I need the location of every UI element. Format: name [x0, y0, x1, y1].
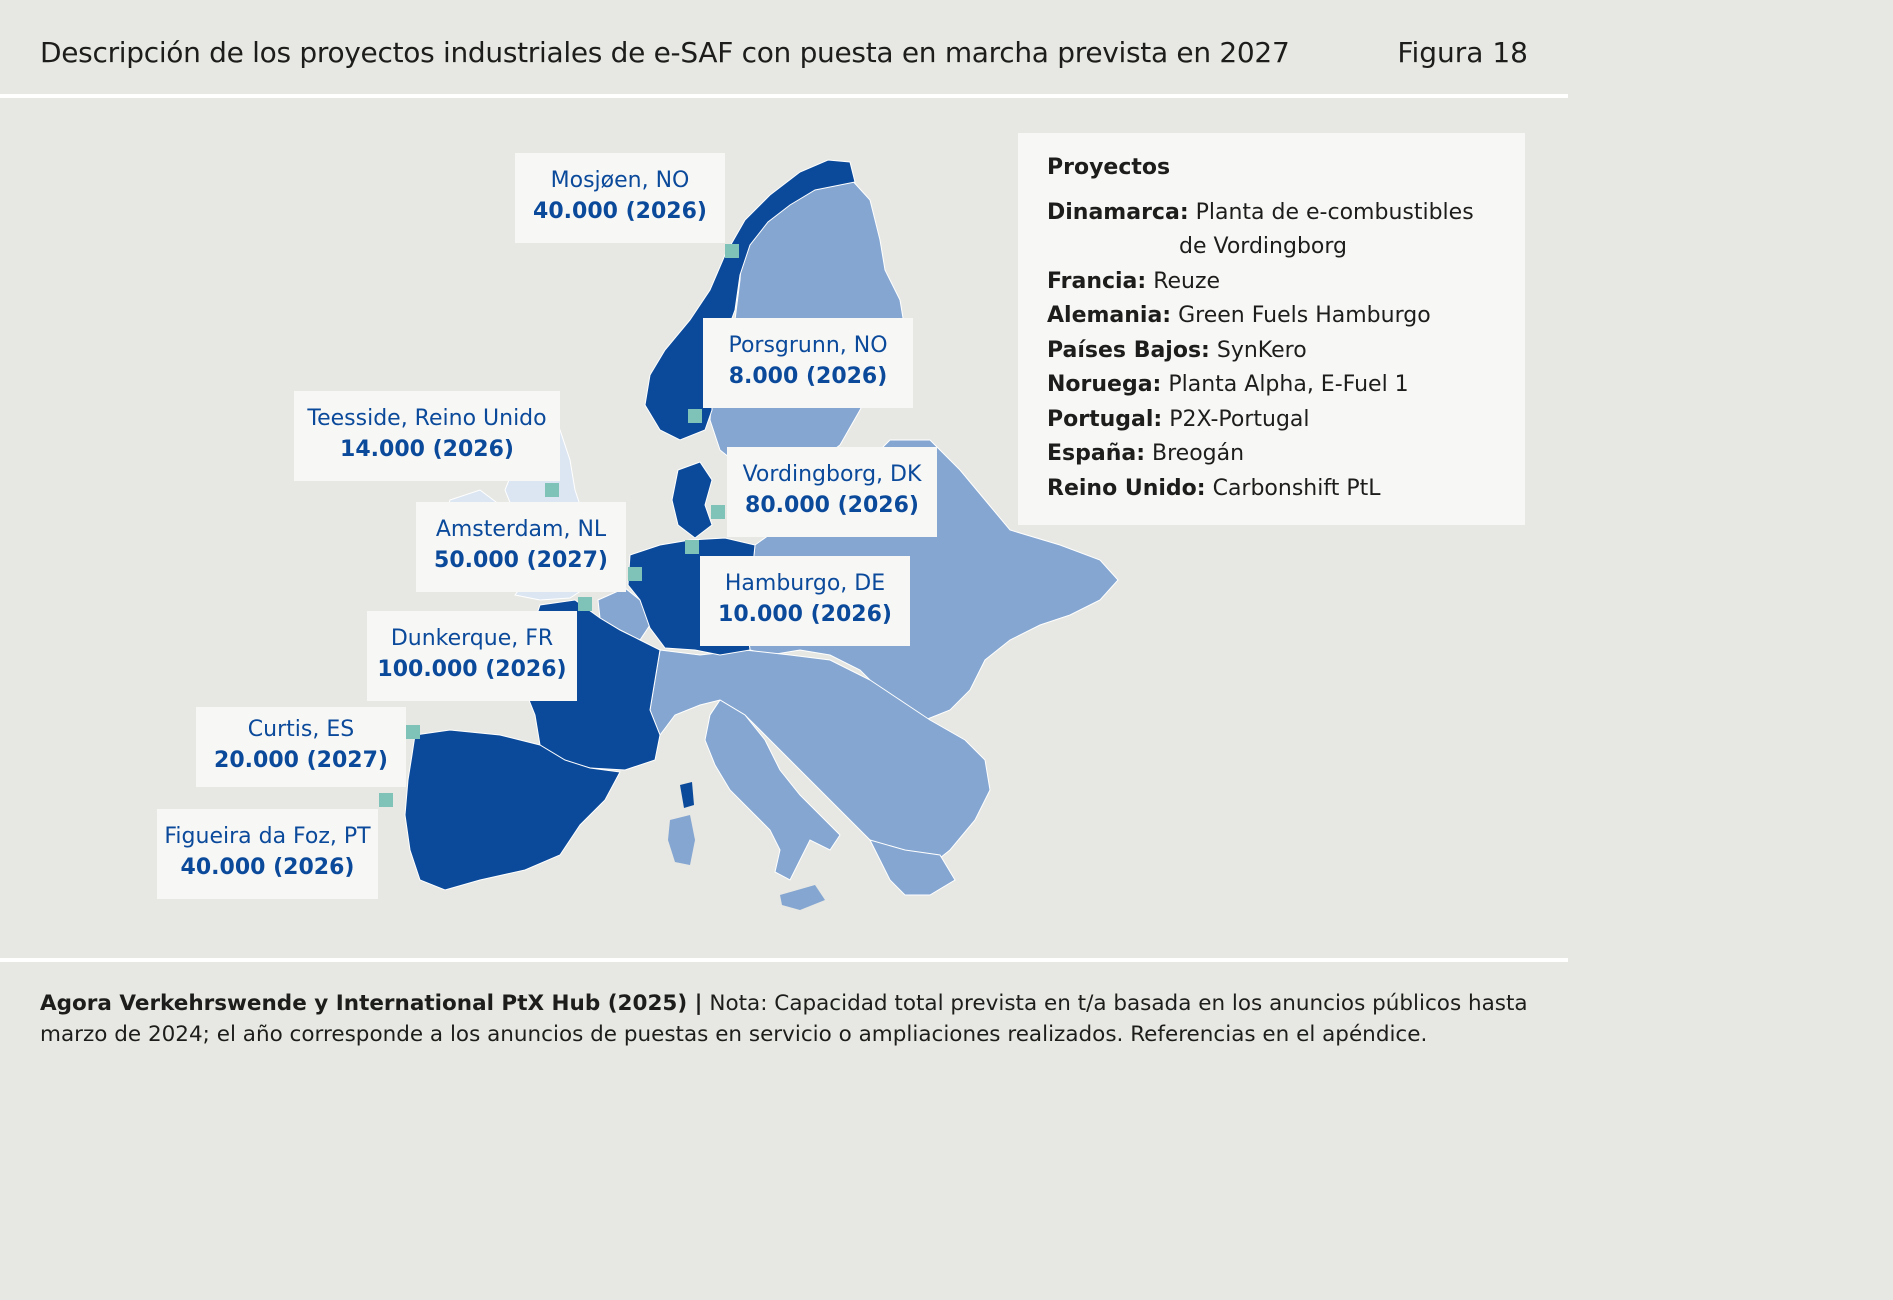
map-sicily	[780, 885, 825, 910]
marker-vordingborg	[711, 505, 725, 519]
legend-item-portugal: Portugal: P2X-Portugal	[1047, 407, 1310, 432]
project-city: Hamburgo, DE	[724, 571, 886, 596]
legend-country: Reino Unido:	[1047, 476, 1206, 501]
projects-legend: Proyectos Dinamarca: Planta de e-combust…	[1018, 133, 1525, 525]
legend-projects-continued: de Vordingborg	[1179, 234, 1347, 259]
figure-header: Descripción de los proyectos industriale…	[0, 0, 1568, 93]
legend-country: Francia:	[1047, 269, 1147, 294]
marker-mosjoen	[725, 244, 739, 258]
legend-item-denmark: Dinamarca: Planta de e-combustibles	[1047, 200, 1474, 225]
legend-projects: Planta Alpha, E-Fuel 1	[1168, 372, 1409, 397]
map-balkans-greece	[869, 839, 956, 896]
legend-country: Alemania:	[1047, 303, 1172, 328]
marker-dunkerque	[578, 597, 592, 611]
project-city: Porsgrunn, NO	[728, 333, 888, 358]
legend-item-netherlands: Países Bajos: SynKero	[1047, 338, 1307, 363]
legend-projects: Planta de e-combustibles	[1195, 200, 1474, 225]
project-capacity: 14.000 (2026)	[340, 437, 514, 462]
project-city: Vordingborg, DK	[742, 462, 922, 487]
project-city: Figueira da Foz, PT	[164, 824, 371, 849]
project-capacity: 10.000 (2026)	[718, 602, 892, 627]
project-label-porsgrunn: Porsgrunn, NO 8.000 (2026)	[703, 318, 913, 408]
map-corsica	[680, 782, 694, 808]
footer-divider	[0, 958, 1568, 962]
footer-note: Nota: Capacidad total prevista en t/a ba…	[40, 991, 1528, 1047]
footer-source: Agora Verkehrswende y International PtX …	[40, 991, 703, 1016]
legend-title: Proyectos	[1047, 155, 1171, 180]
project-label-vordingborg: Vordingborg, DK 80.000 (2026)	[727, 447, 937, 537]
legend-projects: P2X-Portugal	[1169, 407, 1310, 432]
legend-projects: Reuze	[1153, 269, 1221, 294]
figure-number: Figura 18	[1397, 36, 1528, 69]
project-city: Teesside, Reino Unido	[307, 406, 547, 431]
project-label-amsterdam: Amsterdam, NL 50.000 (2027)	[416, 502, 626, 592]
marker-porsgrunn	[688, 409, 702, 423]
project-capacity: 100.000 (2026)	[377, 657, 567, 682]
legend-country: España:	[1047, 441, 1146, 466]
project-label-dunkerque: Dunkerque, FR 100.000 (2026)	[367, 611, 577, 701]
legend-item-norway: Noruega: Planta Alpha, E-Fuel 1	[1047, 372, 1409, 397]
header-divider	[0, 94, 1568, 98]
project-capacity: 40.000 (2026)	[180, 855, 355, 880]
project-capacity: 40.000 (2026)	[533, 199, 707, 224]
marker-teesside	[545, 483, 559, 497]
project-capacity: 20.000 (2027)	[214, 748, 388, 773]
project-label-curtis: Curtis, ES 20.000 (2027)	[196, 707, 406, 787]
legend-item-spain: España: Breogán	[1047, 441, 1244, 466]
legend-projects: SynKero	[1216, 338, 1307, 363]
figure-footer: Agora Verkehrswende y International PtX …	[40, 988, 1530, 1050]
project-label-teesside: Teesside, Reino Unido 14.000 (2026)	[294, 391, 560, 481]
project-city: Curtis, ES	[247, 717, 355, 742]
project-label-hamburg: Hamburgo, DE 10.000 (2026)	[700, 556, 910, 646]
project-capacity: 50.000 (2027)	[434, 548, 608, 573]
project-label-mosjoen: Mosjøen, NO 40.000 (2026)	[515, 153, 725, 243]
marker-hamburg	[685, 540, 699, 554]
legend-projects: Green Fuels Hamburgo	[1178, 303, 1431, 328]
project-label-figueira: Figueira da Foz, PT 40.000 (2026)	[157, 809, 378, 899]
legend-projects: Breogán	[1152, 441, 1245, 466]
map-norway	[644, 159, 856, 441]
map-italy	[704, 699, 841, 881]
legend-country: Noruega:	[1047, 372, 1162, 397]
legend-item-germany: Alemania: Green Fuels Hamburgo	[1047, 303, 1431, 328]
project-city: Dunkerque, FR	[390, 626, 554, 651]
legend-item-france: Francia: Reuze	[1047, 269, 1220, 294]
project-city: Mosjøen, NO	[550, 168, 690, 193]
legend-projects: Carbonshift PtL	[1212, 476, 1381, 501]
marker-figueira	[379, 793, 393, 807]
map-spain-portugal	[404, 729, 621, 891]
legend-item-uk: Reino Unido: Carbonshift PtL	[1047, 476, 1380, 501]
project-city: Amsterdam, NL	[435, 517, 607, 542]
legend-country: Portugal:	[1047, 407, 1163, 432]
figure-title: Descripción de los proyectos industriale…	[40, 36, 1290, 69]
map-sardinia-corsica	[668, 815, 695, 865]
project-capacity: 80.000 (2026)	[745, 493, 919, 518]
legend-country: Países Bajos:	[1047, 338, 1210, 363]
legend-country: Dinamarca:	[1047, 200, 1189, 225]
marker-amsterdam	[628, 567, 642, 581]
marker-curtis	[406, 725, 420, 739]
project-capacity: 8.000 (2026)	[728, 364, 888, 389]
map-denmark	[671, 461, 713, 539]
